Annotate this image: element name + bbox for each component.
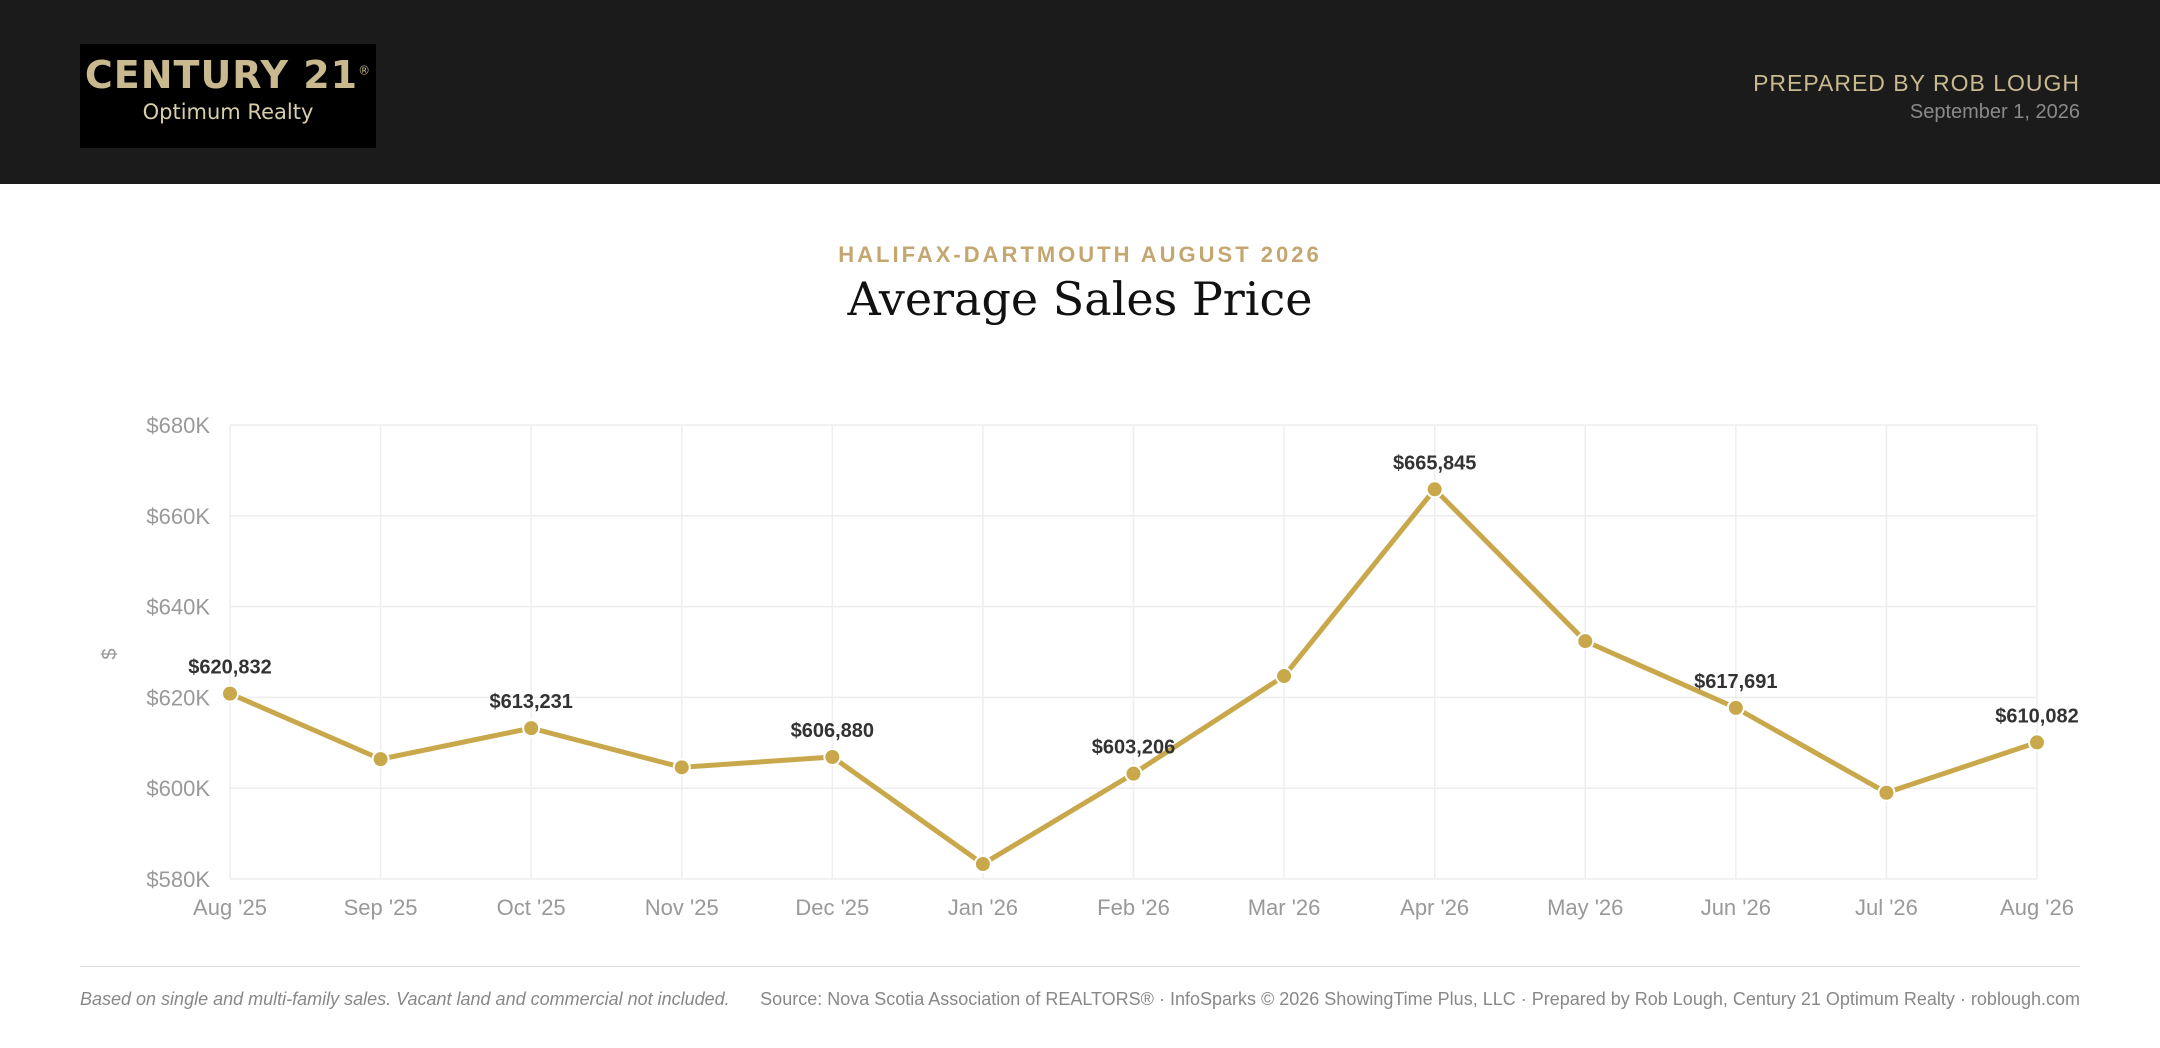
data-point — [1877, 783, 1896, 802]
x-tick-label: Aug '26 — [2000, 895, 2074, 920]
y-axis-label: $ — [99, 648, 121, 659]
y-tick-label: $580K — [146, 867, 210, 892]
report-date: September 1, 2026 — [1909, 101, 2080, 123]
y-tick-label: $680K — [146, 413, 210, 438]
x-tick-label: Apr '26 — [1400, 895, 1469, 920]
logo-name: CENTURY 21 — [84, 53, 359, 97]
data-label: $606,880 — [791, 720, 874, 742]
y-tick-label: $660K — [146, 504, 210, 529]
y-tick-label: $600K — [146, 776, 210, 801]
data-point — [973, 855, 992, 874]
x-tick-label: Jul '26 — [1855, 895, 1918, 920]
data-point — [522, 719, 541, 738]
x-tick-label: Oct '25 — [497, 895, 566, 920]
data-point — [2028, 733, 2046, 752]
data-point — [823, 747, 842, 766]
x-tick-label: Aug '25 — [193, 895, 267, 920]
y-tick-label: $620K — [146, 685, 210, 710]
footer-note: Based on single and multi-family sales. … — [80, 989, 730, 1009]
data-point — [672, 758, 691, 777]
footer-divider — [80, 966, 2080, 967]
data-label: $603,206 — [1092, 737, 1175, 759]
line-chart: $580K $600K $620K $640K $660K $680K Aug '25 Sep… — [99, 413, 2079, 920]
data-label: $665,845 — [1393, 452, 1476, 474]
footer-source: Source: Nova Scotia Association of REALT… — [760, 989, 2080, 1009]
data-point — [1726, 698, 1745, 717]
x-tick-label: Jan '26 — [948, 895, 1018, 920]
logo-subtitle: Optimum Realty — [142, 99, 314, 124]
data-point — [1275, 667, 1294, 686]
x-tick-label: Sep '25 — [344, 895, 418, 920]
x-tick-label: May '26 — [1547, 895, 1623, 920]
chart-title: Average Sales Price — [847, 272, 1313, 326]
x-tick-label: Dec '25 — [795, 895, 869, 920]
y-tick-label: $640K — [146, 595, 210, 620]
data-point — [371, 750, 390, 769]
data-point — [1124, 764, 1143, 783]
data-point — [1576, 632, 1595, 651]
data-label: $617,691 — [1694, 671, 1777, 693]
x-tick-label: Feb '26 — [1097, 895, 1170, 920]
data-label: $620,832 — [188, 657, 271, 679]
prepared-by: PREPARED BY ROB LOUGH — [1753, 70, 2080, 96]
data-label: $613,231 — [489, 691, 572, 713]
x-tick-label: Jun '26 — [1701, 895, 1771, 920]
header-bar: CENTURY 21® Optimum Realty PREPARED BY R… — [0, 0, 2160, 184]
prepared-block: PREPARED BY ROB LOUGH September 1, 2026 — [1753, 70, 2080, 124]
data-point — [221, 684, 239, 703]
data-label: $610,082 — [1995, 705, 2078, 727]
report-eyebrow: HALIFAX-DARTMOUTH AUGUST 2026 — [838, 242, 1322, 267]
logo-registered-mark: ® — [358, 63, 372, 78]
data-point — [1425, 480, 1444, 499]
x-tick-label: Mar '26 — [1248, 895, 1321, 920]
century21-logo: CENTURY 21® Optimum Realty — [80, 44, 376, 148]
x-tick-label: Nov '25 — [645, 895, 719, 920]
